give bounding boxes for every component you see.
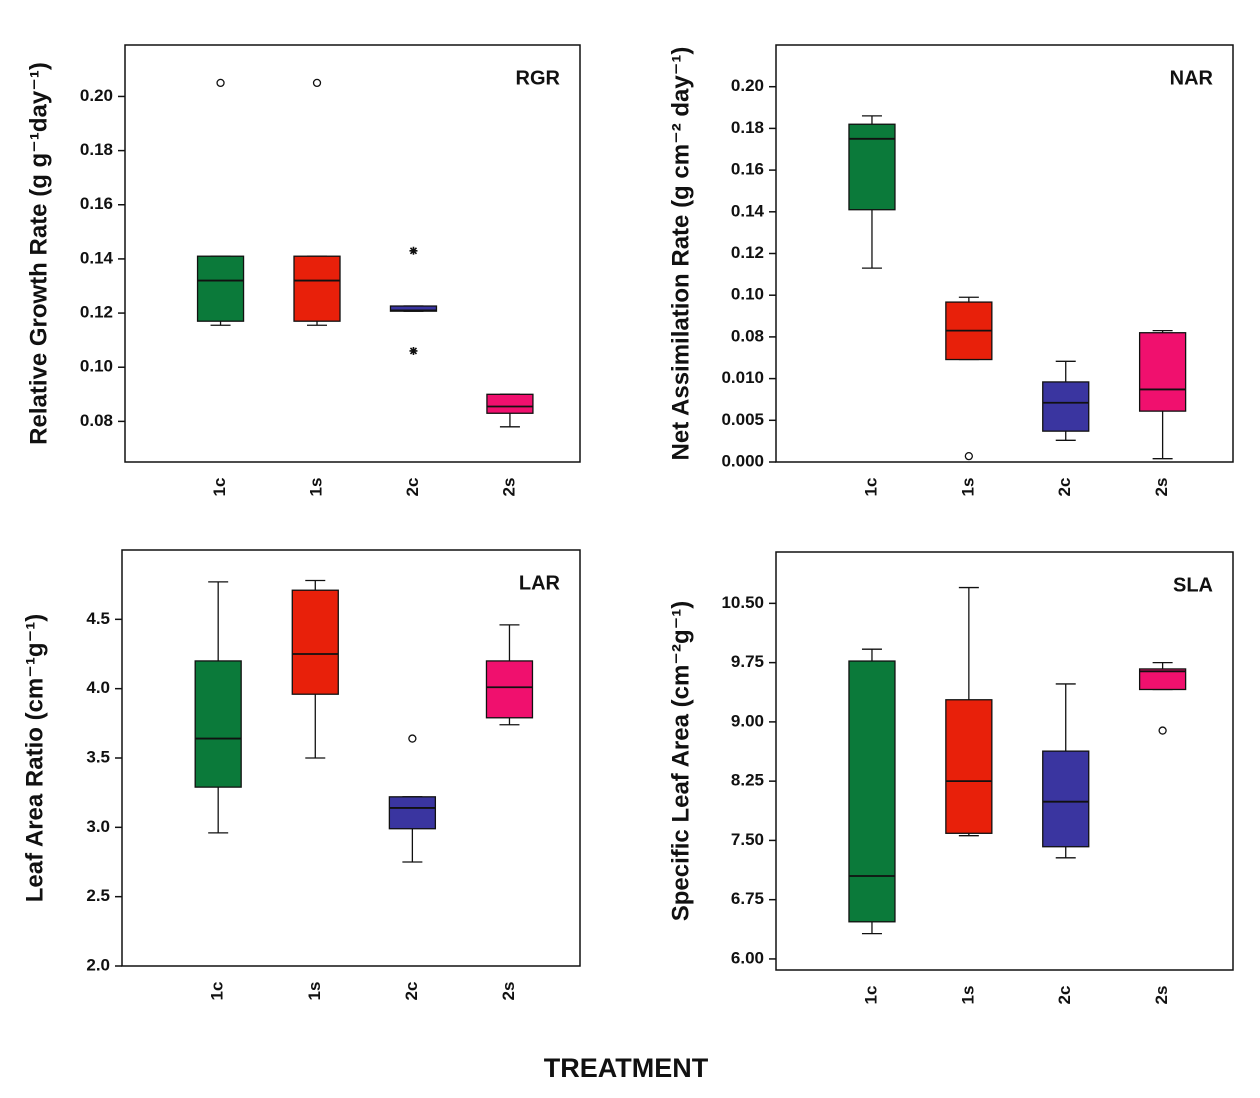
y-tick-label: 0.14 bbox=[80, 248, 114, 267]
panel-label: SLA bbox=[1173, 574, 1213, 596]
box bbox=[291, 589, 339, 695]
plot-frame bbox=[775, 551, 1234, 971]
y-axis-label: Specific Leaf Area (cm⁻²g⁻¹) bbox=[667, 601, 694, 922]
y-tick-label: 4.5 bbox=[86, 609, 110, 628]
y-tick-label: 7.50 bbox=[731, 830, 764, 849]
plot-frame bbox=[121, 549, 581, 967]
y-tick-label: 0.010 bbox=[721, 368, 764, 387]
outlier bbox=[216, 78, 225, 88]
y-tick-label: 6.75 bbox=[731, 889, 764, 908]
y-tick-label: 0.18 bbox=[731, 118, 764, 137]
y-tick-label: 0.18 bbox=[80, 140, 113, 159]
outlier bbox=[409, 346, 418, 355]
y-tick-label: 8.25 bbox=[731, 771, 764, 790]
box bbox=[485, 660, 534, 719]
y-tick-label: 3.5 bbox=[86, 747, 110, 766]
panel-label: NAR bbox=[1170, 67, 1214, 89]
y-axis-label: Relative Growth Rate (g g⁻¹day⁻¹) bbox=[25, 62, 52, 445]
x-tick-label: 1c bbox=[861, 478, 880, 497]
y-tick-label: 0.20 bbox=[80, 86, 113, 105]
y-tick-label: 9.75 bbox=[731, 652, 764, 671]
y-tick-label: 0.005 bbox=[721, 410, 764, 429]
box bbox=[1138, 668, 1187, 691]
box bbox=[1042, 750, 1090, 848]
box bbox=[1138, 332, 1187, 412]
y-tick-label: 9.00 bbox=[731, 711, 764, 730]
x-tick-label: 1c bbox=[861, 986, 880, 1005]
y-tick-label: 0.20 bbox=[731, 76, 764, 95]
y-tick-label: 0.10 bbox=[731, 285, 764, 304]
x-tick-label: 2s bbox=[499, 478, 518, 497]
x-tick-label: 1s bbox=[305, 982, 324, 1001]
x-tick-label: 2s bbox=[1152, 478, 1171, 497]
y-tick-label: 0.08 bbox=[731, 326, 764, 345]
x-tick-label: 2c bbox=[402, 982, 421, 1001]
outlier bbox=[408, 734, 417, 743]
box bbox=[1042, 381, 1090, 432]
box bbox=[388, 796, 437, 830]
x-tick-label: 2s bbox=[499, 982, 518, 1001]
x-tick-label: 2c bbox=[403, 478, 422, 497]
box bbox=[848, 660, 896, 923]
y-axis-label: Leaf Area Ratio (cm⁻¹g⁻¹) bbox=[21, 614, 48, 902]
y-tick-label: 0.16 bbox=[80, 194, 113, 213]
y-tick-label: 2.5 bbox=[86, 886, 110, 905]
x-tick-label: 2c bbox=[1055, 478, 1074, 497]
y-tick-label: 3.0 bbox=[86, 817, 110, 836]
y-tick-label: 0.12 bbox=[80, 303, 113, 322]
y-tick-label: 0.16 bbox=[731, 160, 764, 179]
y-tick-label: 10.50 bbox=[721, 593, 764, 612]
y-tick-label: 0.000 bbox=[721, 451, 764, 470]
y-tick-label: 6.00 bbox=[731, 948, 764, 967]
box bbox=[848, 123, 896, 211]
panel-label: LAR bbox=[519, 572, 561, 594]
outlier bbox=[409, 246, 418, 255]
outlier bbox=[1158, 726, 1167, 735]
x-tick-label: 2s bbox=[1152, 986, 1171, 1005]
box bbox=[486, 393, 534, 414]
box bbox=[293, 255, 341, 322]
outlier bbox=[964, 452, 974, 461]
plot-frame bbox=[124, 44, 581, 463]
y-tick-label: 0.14 bbox=[731, 201, 765, 220]
y-tick-label: 0.10 bbox=[80, 357, 113, 376]
box bbox=[194, 660, 242, 788]
x-tick-label: 1c bbox=[210, 478, 229, 497]
x-tick-label: 1s bbox=[306, 478, 325, 497]
box bbox=[945, 699, 993, 834]
x-tick-label: 2c bbox=[1055, 986, 1074, 1005]
x-tick-label: 1c bbox=[208, 982, 227, 1001]
y-tick-label: 0.12 bbox=[731, 243, 764, 262]
box bbox=[196, 255, 245, 322]
x-tick-label: 1s bbox=[958, 986, 977, 1005]
y-tick-label: 4.0 bbox=[86, 678, 110, 697]
x-tick-label: 1s bbox=[958, 478, 977, 497]
y-axis-label: Net Assimilation Rate (g cm⁻² day⁻¹) bbox=[667, 47, 694, 461]
panel-label: RGR bbox=[516, 67, 561, 89]
y-tick-label: 2.0 bbox=[86, 955, 110, 974]
outlier bbox=[312, 78, 322, 88]
x-axis-label: TREATMENT bbox=[544, 1053, 709, 1083]
y-tick-label: 0.08 bbox=[80, 411, 113, 430]
